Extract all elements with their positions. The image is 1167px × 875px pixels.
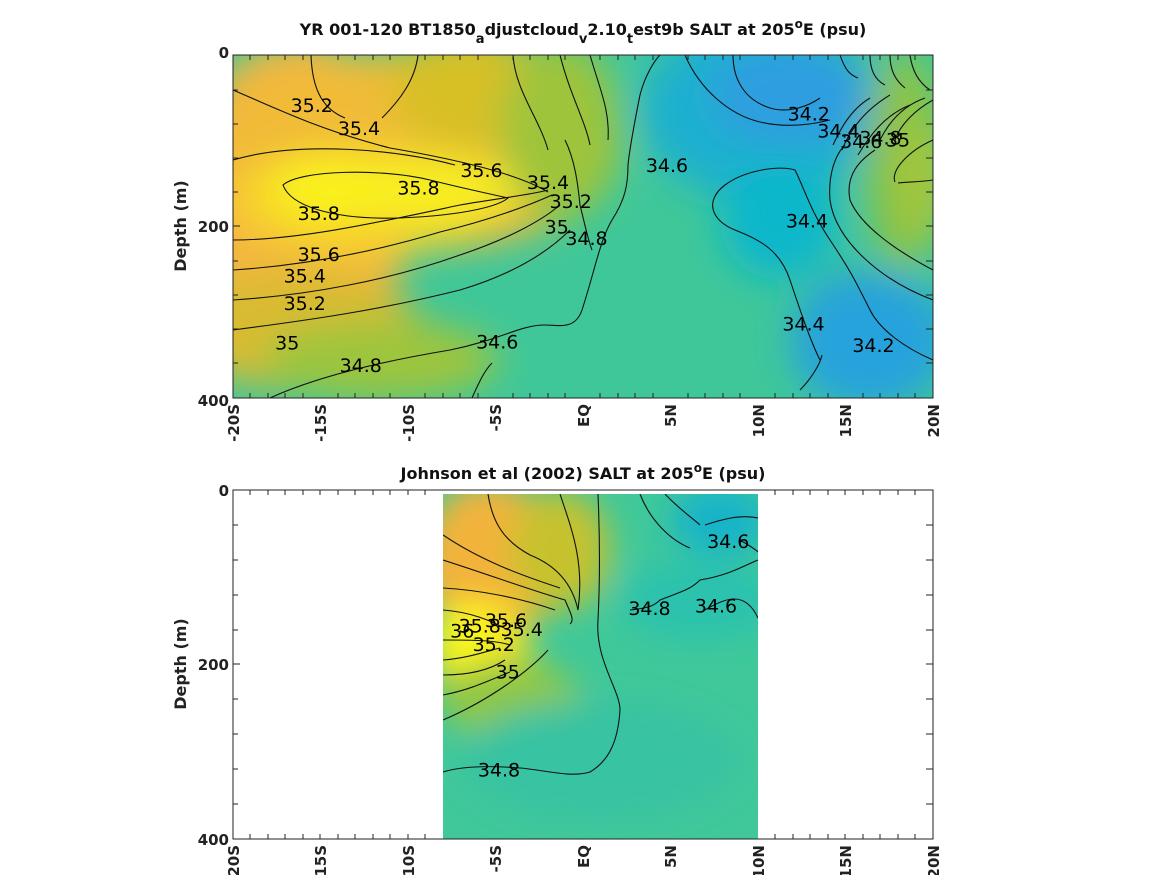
- x-tick-label: -5S: [487, 845, 505, 872]
- contour-label: 35.2: [473, 634, 515, 656]
- contour-label: 35: [496, 662, 520, 684]
- x-tick-label: EQ: [575, 404, 593, 427]
- salinity-field: [233, 55, 933, 398]
- contour-label: 34.6: [695, 595, 737, 617]
- contour-label: 35.8: [459, 615, 501, 637]
- contour-label: 34.4: [817, 121, 859, 143]
- contour-label: 35.6: [460, 160, 502, 182]
- chart-title: Johnson et al (2002) SALT at 205oE (psu): [400, 461, 766, 483]
- y-tick-label: 400: [198, 392, 229, 410]
- x-tick-label: EQ: [575, 845, 593, 868]
- y-tick-label: 0: [219, 44, 229, 62]
- y-ticks: [233, 54, 933, 364]
- contour-label: 34.2: [788, 104, 830, 126]
- x-tick-label: -10S: [400, 845, 418, 875]
- contour-label: 34.2: [852, 335, 894, 357]
- contour-label: 34.6: [707, 531, 749, 553]
- contour-label: 35.4: [338, 118, 380, 140]
- contour-label: 35.4: [501, 619, 543, 641]
- contour-label: 34.4: [786, 211, 828, 233]
- contour-label: 35.8: [397, 177, 439, 199]
- x-tick-label: 15N: [837, 404, 855, 437]
- contour-label: 34.6: [646, 155, 688, 177]
- x-tick-label: 5N: [662, 404, 680, 427]
- x-tick-labels: -20S -15S -10S -5S EQ 5N 10N 15N 20N: [225, 404, 943, 442]
- y-tick-label: 0: [219, 482, 229, 500]
- contour-label: 35: [886, 129, 910, 151]
- contour-label: 35.2: [284, 293, 326, 315]
- panel-observed: Johnson et al (2002) SALT at 205oE (psu): [171, 461, 943, 875]
- contour-label: 35.2: [550, 191, 592, 213]
- salinity-field: [443, 494, 758, 839]
- x-minor-ticks: [249, 490, 916, 839]
- contour-label: 35.8: [298, 203, 340, 225]
- y-tick-label: 200: [198, 656, 229, 674]
- y-axis-label: Depth (m): [171, 618, 190, 710]
- x-tick-label: -10S: [400, 404, 418, 442]
- contour-label: 34.8: [859, 128, 901, 150]
- contour-label: 34.6: [476, 332, 518, 354]
- chart-title: YR 001-120 BT1850adjustcloudv2.10test9b …: [299, 17, 867, 47]
- x-tick-label: 5N: [662, 845, 680, 868]
- contour-label: 35.2: [291, 95, 333, 117]
- x-tick-label: -20S: [225, 404, 243, 442]
- x-minor-ticks: [249, 55, 916, 398]
- contour-label: 35.4: [284, 266, 326, 288]
- contour-label: 35.6: [485, 610, 527, 632]
- contour-label: 35.6: [298, 244, 340, 266]
- x-tick-label: -15S: [312, 404, 330, 442]
- y-tick-label: 400: [198, 831, 229, 849]
- panel-model: YR 001-120 BT1850adjustcloudv2.10test9b …: [171, 17, 943, 442]
- contour-label: 36: [450, 621, 474, 643]
- x-tick-label: -15S: [312, 845, 330, 875]
- x-tick-label: 15N: [837, 845, 855, 875]
- contour-label: 34.4: [782, 314, 824, 336]
- y-ticks: [233, 489, 933, 805]
- x-tick-labels: -20S -15S -10S -5S EQ 5N 10N 15N 20N: [225, 845, 943, 875]
- y-axis-label: Depth (m): [171, 180, 190, 272]
- contour-label: 35: [545, 217, 569, 239]
- contour-label: 34.8: [628, 598, 670, 620]
- contour-label: 35: [275, 332, 299, 354]
- x-tick-label: -20S: [225, 845, 243, 875]
- contour-label: 34.8: [340, 355, 382, 377]
- x-tick-label: 20N: [925, 404, 943, 437]
- contour-label: 34.8: [565, 228, 607, 250]
- contour-labels: 35.235.435.635.835.835.435.23534.835.635…: [275, 95, 910, 377]
- x-tick-label: 10N: [750, 404, 768, 437]
- x-tick-label: 20N: [925, 845, 943, 875]
- contour-label: 35.4: [527, 172, 569, 194]
- contour-label: 34.6: [840, 131, 882, 153]
- x-tick-label: -5S: [487, 404, 505, 431]
- contour-label: 34.8: [478, 759, 520, 781]
- y-tick-label: 200: [198, 218, 229, 236]
- x-tick-label: 10N: [750, 845, 768, 875]
